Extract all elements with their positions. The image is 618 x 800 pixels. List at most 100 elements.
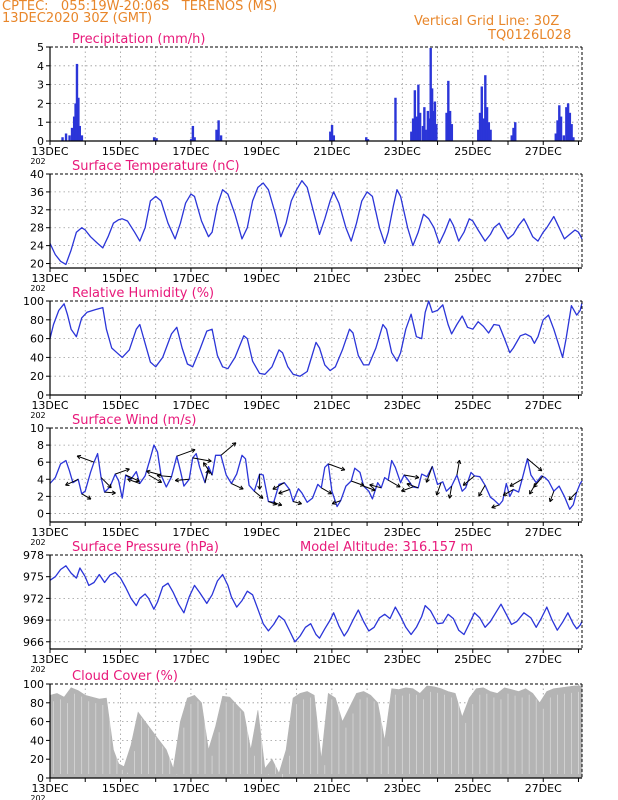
- wind-arrow-shaft: [351, 480, 365, 487]
- wind-arrow: [81, 493, 92, 500]
- wind-arrow-head: [257, 485, 261, 490]
- wind-arrow-shaft: [204, 469, 209, 483]
- x-tick-label: 17DEC: [172, 526, 209, 539]
- precip-bar: [415, 116, 418, 141]
- wind-arrow-head: [156, 473, 161, 476]
- x-tick-label: 21DEC: [313, 653, 350, 666]
- wind-arrow: [331, 500, 341, 505]
- precip-bar: [430, 88, 434, 141]
- x-tick-label: 23DEC: [384, 653, 421, 666]
- wind-arrow-head: [329, 490, 333, 495]
- x-tick-label: 25DEC: [454, 653, 491, 666]
- wind-arrow-head: [372, 487, 376, 491]
- wind-arrow-head: [529, 491, 534, 495]
- y-tick-label: 80: [30, 314, 44, 327]
- wind-arrow-shaft: [568, 491, 578, 501]
- temp-grid: [50, 174, 582, 268]
- wind-arrow-head: [462, 481, 466, 486]
- precip-title: Precipitation (mm/h): [72, 32, 205, 47]
- precip-bar: [75, 63, 79, 141]
- wind-arrow: [509, 478, 523, 487]
- wind-arrow-head: [125, 467, 130, 470]
- x-tick-label: 19DEC: [243, 653, 280, 666]
- y-tick-label: 40: [30, 734, 44, 747]
- y-tick-label: 1: [37, 116, 44, 129]
- precip-bar: [191, 125, 195, 141]
- wind-arrow: [231, 483, 244, 490]
- precip-bar: [329, 131, 332, 141]
- wind-line: [49, 444, 583, 510]
- year-stub-label: 202: [30, 284, 45, 293]
- wind-arrow: [257, 474, 262, 490]
- x-tick-label: 21DEC: [313, 272, 350, 285]
- x-tick-label: 23DEC: [384, 272, 421, 285]
- wind-arrow-head: [491, 504, 495, 508]
- wind-arrow: [127, 478, 141, 485]
- wind-arrow-head: [278, 490, 282, 494]
- wind-arrow-shaft: [104, 491, 116, 494]
- precip-bar: [572, 137, 575, 141]
- precip-bar: [365, 137, 368, 141]
- year-stub-label: 202: [30, 665, 45, 674]
- precip-bar: [413, 90, 417, 141]
- wind-arrow-head: [415, 474, 420, 478]
- wind-arrow-head: [240, 485, 244, 490]
- y-tick-label: 5: [37, 41, 44, 54]
- precip-bar: [330, 125, 334, 141]
- wind-arrow-head: [537, 469, 542, 472]
- wind-arrow-head: [332, 503, 337, 505]
- wind-arrow: [328, 463, 346, 472]
- wind-arrow-shaft: [115, 468, 130, 475]
- wind-arrow-head: [371, 489, 376, 492]
- cloud-streaks: [53, 691, 579, 780]
- precip-bar: [512, 127, 515, 141]
- y-tick-label: 978: [23, 549, 44, 562]
- x-tick-label: 15DEC: [102, 399, 139, 412]
- precip-bar: [78, 125, 81, 141]
- y-tick-label: 20: [30, 370, 44, 383]
- y-tick-label: 40: [30, 168, 44, 181]
- wind-arrow-shaft: [176, 449, 196, 457]
- y-tick-label: 2: [37, 490, 44, 503]
- wind-arrow-shaft: [527, 458, 543, 472]
- wind-arrow-head: [136, 477, 140, 482]
- x-tick-label: 27DEC: [525, 272, 562, 285]
- wind-panel: 0 2 4 6 8 10 13DEC 15DEC 17DEC 19DEC 21DEC 23DEC 25D…: [30, 413, 583, 547]
- precip-bar: [482, 118, 485, 141]
- wind-arrow: [278, 489, 290, 495]
- wind-arrow: [369, 483, 382, 489]
- wind-arrow: [403, 474, 420, 480]
- wind-arrow-head: [298, 500, 302, 505]
- precip-grid: [50, 47, 582, 141]
- wind-arrow-head: [533, 485, 538, 488]
- year-stub-label: 202: [30, 157, 45, 166]
- wind-arrow-head: [191, 448, 196, 451]
- wind-arrow: [527, 458, 543, 472]
- y-tick-label: 20: [30, 258, 44, 271]
- wind-arrow: [529, 482, 537, 495]
- x-tick-label: 17DEC: [172, 399, 209, 412]
- y-tick-label: 4: [37, 60, 44, 73]
- wind-arrow-head: [77, 454, 82, 457]
- precip-bar: [559, 116, 563, 141]
- precip-bar: [68, 135, 71, 141]
- x-tick-label: 17DEC: [172, 782, 209, 795]
- wind-arrow-head: [533, 483, 536, 488]
- wind-arrow: [76, 454, 95, 463]
- wind-arrow: [491, 504, 500, 509]
- run-date: 13DEC2020 30Z (GMT): [2, 11, 153, 26]
- wind-grid: [50, 428, 582, 522]
- precip-bar: [566, 103, 570, 141]
- wind-arrow-head: [401, 490, 406, 493]
- cloud-title: Cloud Cover (%): [72, 669, 178, 684]
- wind-arrow-head: [456, 459, 460, 464]
- wind-arrow-head: [159, 478, 163, 483]
- y-tick-label: 36: [30, 186, 44, 199]
- x-tick-label: 19DEC: [243, 399, 280, 412]
- precip-bar: [410, 131, 413, 141]
- year-stub-label: 202: [30, 538, 45, 547]
- wind-arrow-head: [156, 475, 161, 479]
- wind-arrow-shaft: [332, 500, 341, 505]
- wind-arrow-head: [548, 497, 551, 502]
- y-tick-label: 975: [23, 571, 44, 584]
